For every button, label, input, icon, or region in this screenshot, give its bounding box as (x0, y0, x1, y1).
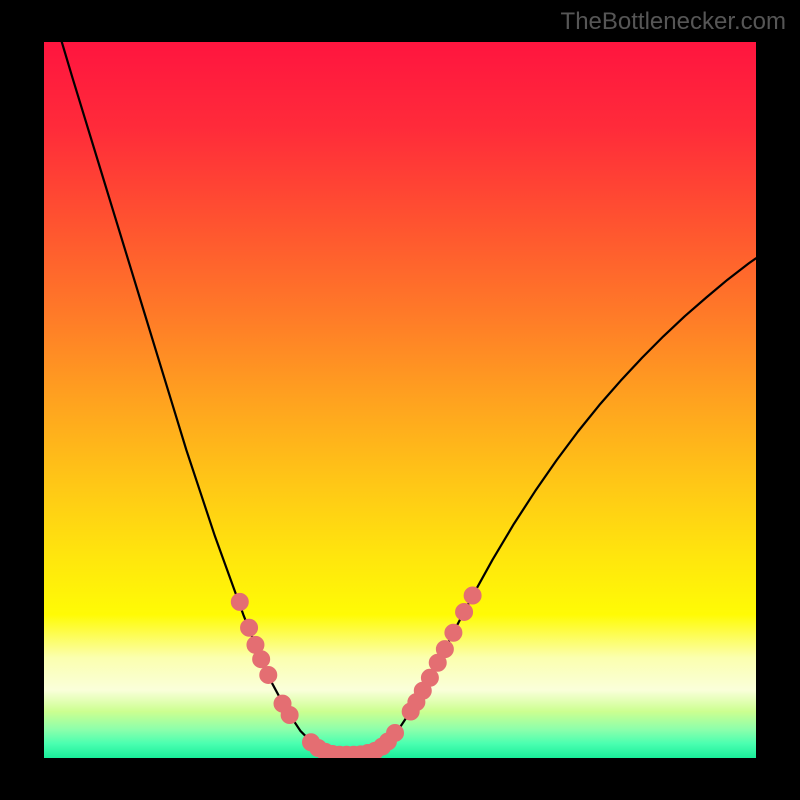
data-marker (260, 666, 277, 683)
data-marker (464, 587, 481, 604)
bottleneck-curve-chart (44, 42, 756, 758)
data-marker (241, 619, 258, 636)
chart-stage: TheBottlenecker.com (0, 0, 800, 800)
data-marker (445, 624, 462, 641)
data-marker (456, 603, 473, 620)
data-marker (231, 593, 248, 610)
data-marker (253, 651, 270, 668)
gradient-background (44, 42, 756, 758)
watermark-text: TheBottlenecker.com (561, 8, 786, 36)
data-marker (387, 724, 404, 741)
data-marker (436, 641, 453, 658)
data-marker (281, 707, 298, 724)
data-marker (421, 669, 438, 686)
